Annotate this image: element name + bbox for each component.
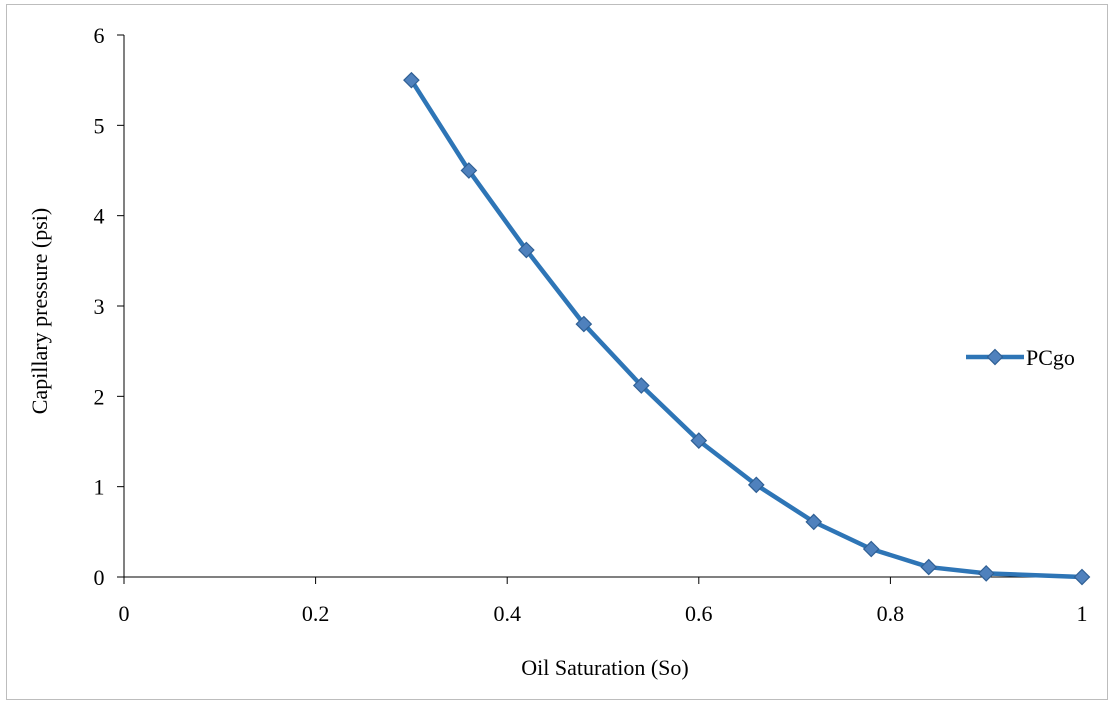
data-point [575, 315, 593, 333]
chart-frame [6, 4, 1108, 700]
x-tick-label: 0.8 [877, 601, 905, 626]
legend: PCgo [966, 345, 1075, 370]
legend-label: PCgo [1026, 345, 1075, 370]
data-point [518, 241, 535, 259]
x-tick-label: 0.2 [302, 601, 330, 626]
series-line-pcgo [409, 78, 1083, 580]
y-tick-label: 2 [94, 384, 105, 409]
x-axis-title: Oil Saturation (So) [521, 655, 688, 680]
x-tick-label: 0.6 [685, 601, 713, 626]
x-ticks: 0 0.2 0.4 0.6 0.8 1 [119, 577, 1088, 626]
series-layer [403, 71, 1091, 586]
data-point [1073, 568, 1091, 586]
data-point [862, 540, 880, 558]
x-tick-label: 1 [1077, 601, 1088, 626]
data-point [690, 432, 708, 449]
x-tick-label: 0 [119, 601, 130, 626]
y-tick-label: 0 [94, 565, 105, 590]
data-point [747, 476, 765, 494]
legend-marker [986, 348, 1004, 366]
y-ticks: 0 1 2 3 4 5 6 [94, 23, 124, 590]
data-point [805, 513, 823, 531]
y-tick-label: 3 [94, 294, 105, 319]
x-tick-label: 0.4 [493, 601, 521, 626]
data-point [977, 565, 995, 582]
data-point [632, 377, 650, 394]
data-point [460, 162, 478, 179]
data-point [920, 558, 938, 576]
y-tick-label: 1 [94, 475, 105, 500]
y-axis-title: Capillary pressure (psi) [27, 208, 52, 415]
y-tick-label: 4 [94, 204, 105, 229]
y-tick-label: 6 [94, 23, 105, 48]
data-point [403, 71, 420, 89]
y-tick-label: 5 [94, 113, 105, 138]
axes [123, 35, 1082, 578]
